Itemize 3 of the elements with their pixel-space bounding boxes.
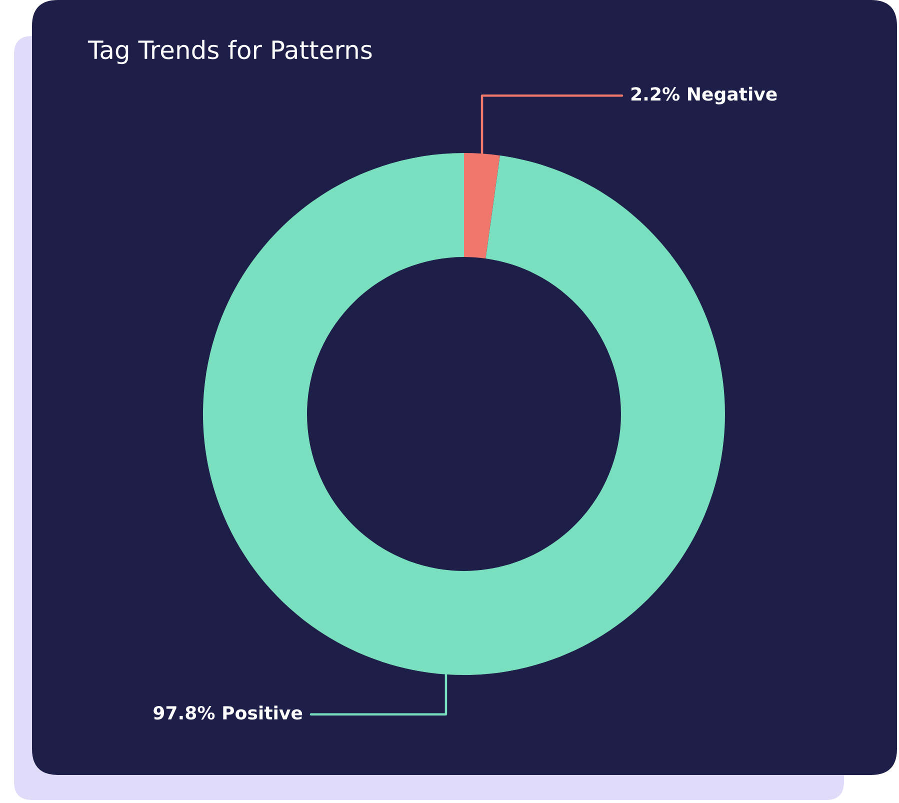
slice-label: 97.8% Positive [154, 706, 302, 720]
slice-label: 2.2% Negative [631, 86, 777, 104]
chart-title: Tag Trends for Patterns [88, 40, 372, 64]
